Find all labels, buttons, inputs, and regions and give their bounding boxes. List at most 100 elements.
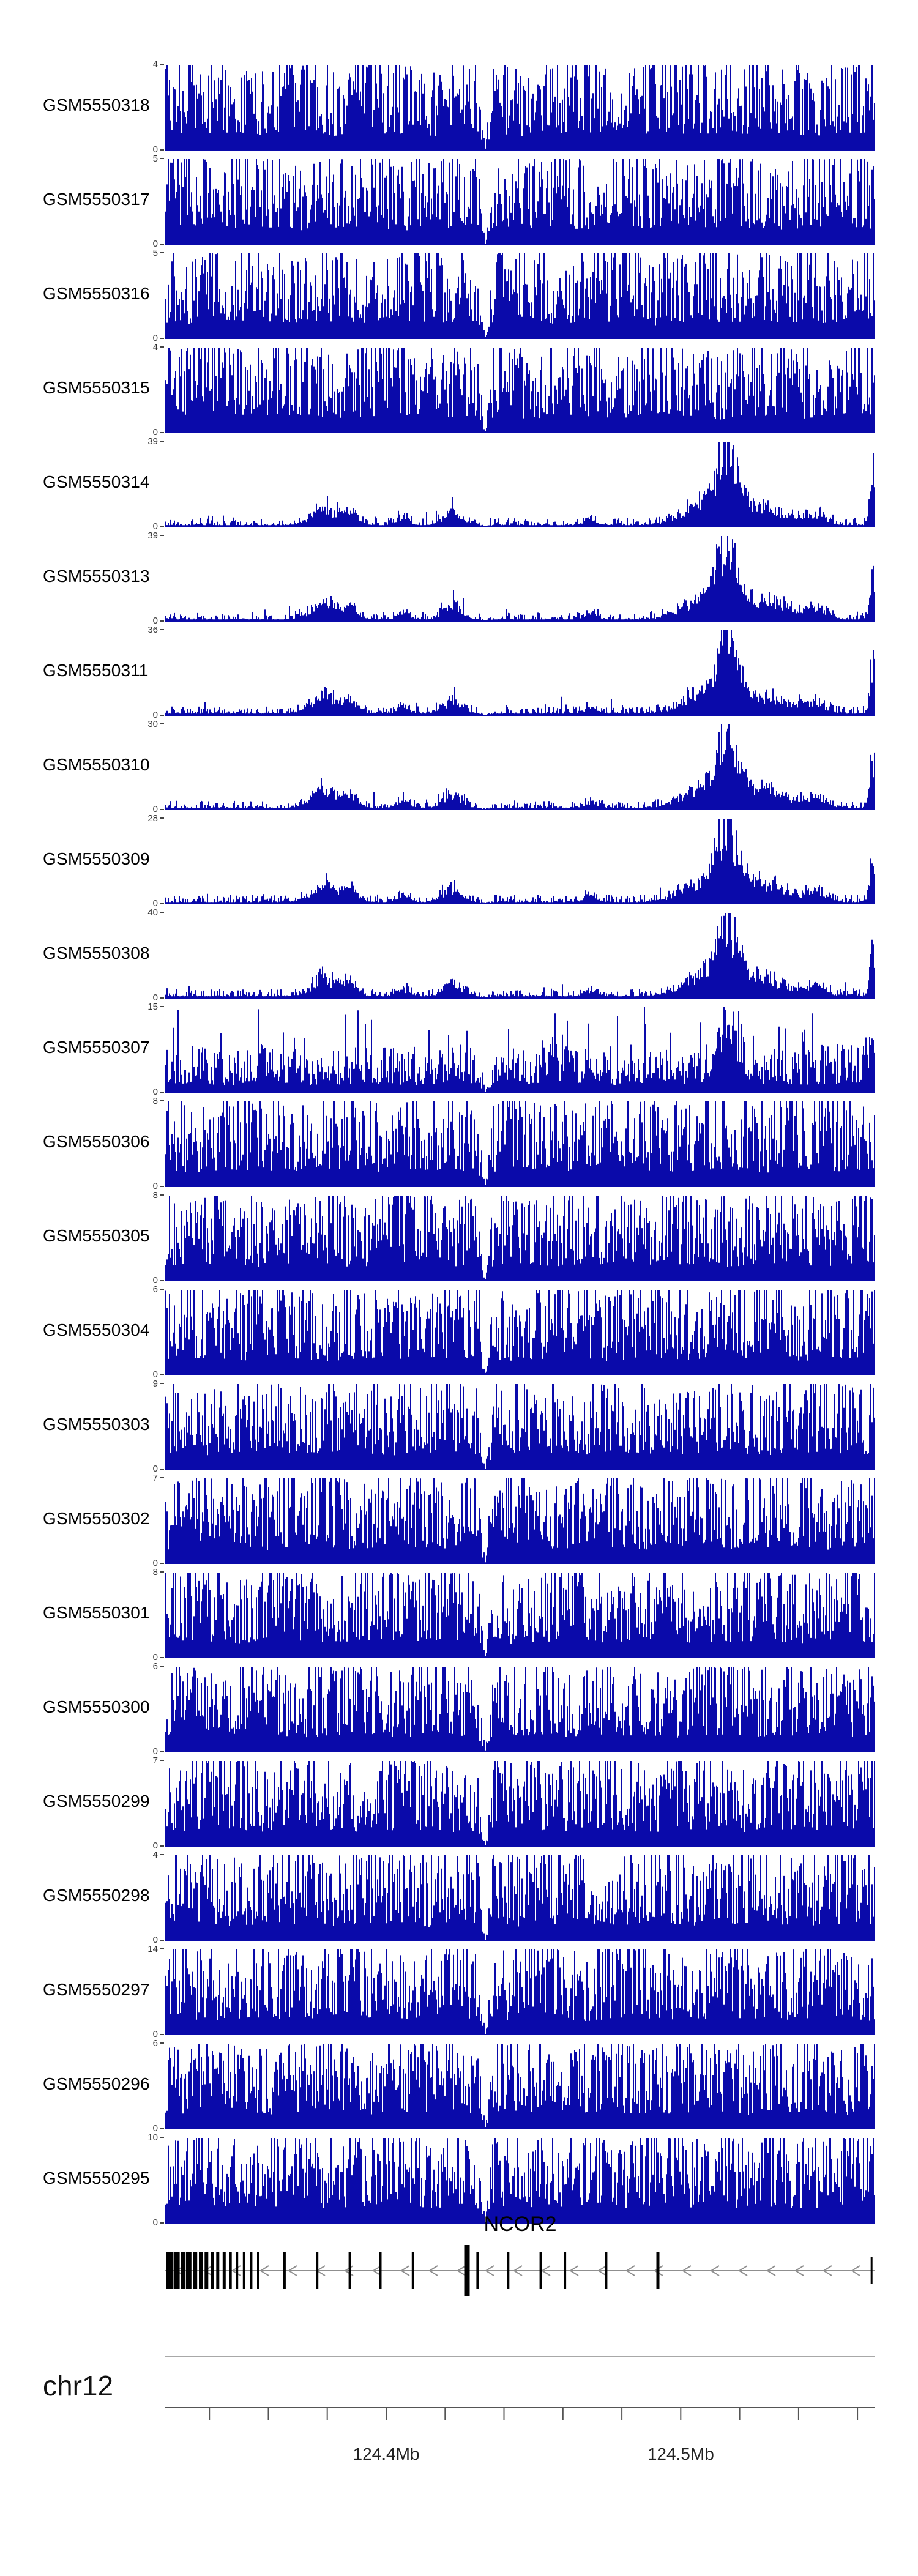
coverage-signal <box>165 1573 875 1658</box>
y-axis-tick <box>160 1374 164 1375</box>
track-row: GSM5550304 6 0 <box>0 1284 918 1380</box>
exon <box>211 2252 214 2289</box>
y-axis-min: 0 <box>152 1275 158 1286</box>
y-axis-max: 39 <box>147 436 158 447</box>
y-axis-max: 6 <box>152 1661 158 1672</box>
track-row: GSM5550303 9 0 <box>0 1378 918 1474</box>
sample-label: GSM5550303 <box>43 1415 150 1434</box>
exon <box>222 2252 226 2289</box>
exon <box>236 2252 239 2289</box>
signal-bars <box>165 630 875 715</box>
exon <box>411 2252 414 2289</box>
track-row: GSM5550317 5 0 <box>0 153 918 249</box>
gene-model-track <box>165 2245 875 2296</box>
y-axis-tick <box>160 252 164 253</box>
sample-label: GSM5550308 <box>43 944 150 962</box>
y-axis-tick <box>160 1854 164 1855</box>
y-axis-min: 0 <box>152 898 158 909</box>
strand-arrow-icon <box>597 2265 607 2276</box>
signal-bars <box>165 1101 875 1186</box>
sample-label: GSM5550305 <box>43 1226 150 1245</box>
signal-bars <box>165 724 875 809</box>
coverage-signal <box>165 348 875 433</box>
sample-label: GSM5550301 <box>43 1603 150 1622</box>
exon <box>476 2252 479 2289</box>
y-axis-tick <box>160 244 164 245</box>
y-axis-tick <box>160 1760 164 1761</box>
signal-bars <box>165 1478 875 1563</box>
strand-arrow-icon <box>485 2265 494 2276</box>
signal-bars <box>165 253 875 338</box>
signal-bars <box>165 1667 875 1751</box>
y-axis-tick <box>160 1383 164 1384</box>
coverage-signal <box>165 1949 875 2035</box>
exon <box>464 2245 470 2296</box>
signal-bars <box>165 1573 875 1657</box>
signal-bars <box>165 1761 875 1845</box>
y-axis-max: 5 <box>152 248 158 258</box>
y-axis-tick <box>160 1751 164 1752</box>
y-axis-tick <box>160 432 164 433</box>
signal-bars <box>165 348 875 432</box>
y-axis-tick <box>160 620 164 622</box>
strand-arrow-icon <box>400 2265 410 2276</box>
y-axis-max: 15 <box>147 1002 158 1012</box>
signal-bars <box>165 536 875 620</box>
y-axis-min: 0 <box>152 1181 158 1191</box>
sample-label: GSM5550313 <box>43 567 150 586</box>
y-axis-max: 7 <box>152 1755 158 1766</box>
exon <box>564 2252 567 2289</box>
chromosome-label: chr12 <box>43 2370 114 2402</box>
exon <box>656 2252 660 2289</box>
y-axis-min: 0 <box>152 1558 158 1568</box>
exon <box>229 2252 232 2289</box>
y-axis-tick <box>160 715 164 716</box>
coverage-signal <box>165 630 875 716</box>
y-axis-min: 0 <box>152 144 158 155</box>
y-axis-tick <box>160 2222 164 2224</box>
signal-bars <box>165 2138 875 2222</box>
y-axis-min: 0 <box>152 804 158 814</box>
signal-bars <box>165 913 875 997</box>
strand-arrow-icon <box>794 2265 804 2276</box>
y-axis-tick <box>160 912 164 913</box>
axis-tick-label: 124.4Mb <box>353 2444 420 2463</box>
y-axis-tick <box>160 1657 164 1658</box>
sample-label: GSM5550298 <box>43 1886 150 1905</box>
track-row: GSM5550298 4 0 <box>0 1849 918 1945</box>
gene-name-label: NCOR2 <box>483 2213 557 2236</box>
y-axis-tick <box>160 338 164 339</box>
sample-label: GSM5550300 <box>43 1697 150 1716</box>
coverage-signal <box>165 1101 875 1187</box>
signal-bars <box>165 2044 875 2128</box>
sample-label: GSM5550315 <box>43 378 150 397</box>
track-row: GSM5550300 6 0 <box>0 1661 918 1757</box>
sample-label: GSM5550306 <box>43 1132 150 1151</box>
sample-label: GSM5550311 <box>43 661 149 680</box>
coverage-signal <box>165 724 875 810</box>
sample-label: GSM5550310 <box>43 755 150 774</box>
y-axis-min: 0 <box>152 1841 158 1851</box>
y-axis-tick <box>160 1940 164 1941</box>
exon <box>539 2252 542 2289</box>
y-axis-min: 0 <box>152 239 158 249</box>
y-axis-max: 4 <box>152 342 158 352</box>
y-axis-tick <box>160 1186 164 1187</box>
track-row: GSM5550314 39 0 <box>0 436 918 532</box>
sample-label: GSM5550318 <box>43 95 150 114</box>
coverage-signal <box>165 253 875 339</box>
coverage-signal <box>165 1196 875 1281</box>
y-axis-min: 0 <box>152 333 158 343</box>
y-axis-tick <box>160 817 164 819</box>
y-axis-tick <box>160 997 164 999</box>
track-row: GSM5550302 7 0 <box>0 1472 918 1568</box>
signal-bars <box>165 159 875 244</box>
exon <box>199 2252 203 2289</box>
strand-arrow-icon <box>372 2265 382 2276</box>
coverage-signal <box>165 1478 875 1564</box>
sample-label: GSM5550295 <box>43 2168 150 2187</box>
y-axis-tick <box>160 723 164 724</box>
y-axis-min: 0 <box>152 616 158 626</box>
exon <box>193 2252 198 2289</box>
y-axis-tick <box>160 1666 164 1667</box>
